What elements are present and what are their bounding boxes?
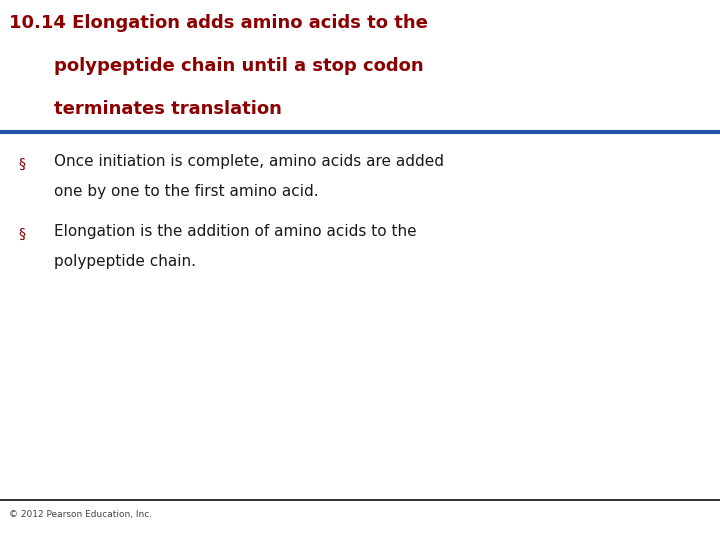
Text: §: § (18, 157, 25, 171)
Text: 10.14 Elongation adds amino acids to the: 10.14 Elongation adds amino acids to the (9, 14, 428, 31)
Text: polypeptide chain.: polypeptide chain. (54, 254, 196, 269)
Text: §: § (18, 227, 25, 241)
Text: Elongation is the addition of amino acids to the: Elongation is the addition of amino acid… (54, 224, 417, 239)
Text: © 2012 Pearson Education, Inc.: © 2012 Pearson Education, Inc. (9, 510, 153, 519)
Text: one by one to the first amino acid.: one by one to the first amino acid. (54, 184, 319, 199)
Text: Once initiation is complete, amino acids are added: Once initiation is complete, amino acids… (54, 154, 444, 169)
Text: terminates translation: terminates translation (54, 100, 282, 118)
Text: polypeptide chain until a stop codon: polypeptide chain until a stop codon (54, 57, 423, 75)
